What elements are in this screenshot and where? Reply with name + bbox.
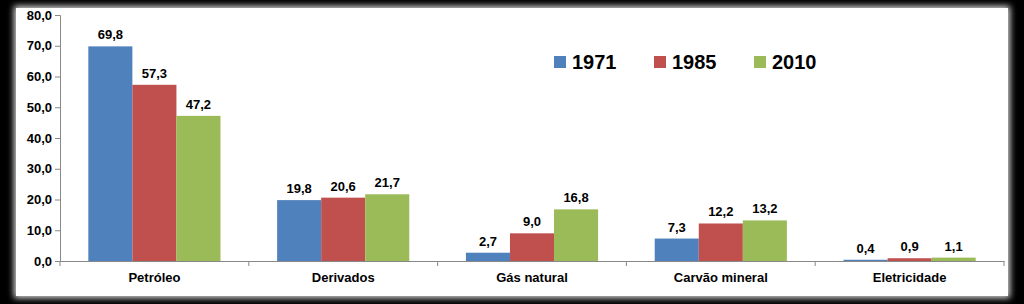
y-tick-mark: [55, 46, 60, 47]
chart: 0,0 10,0 20,0 30,0 40,0 50,0 60,0 70,0 80,0 Petró…: [0, 0, 1024, 304]
y-tick-label: 40,0: [27, 131, 52, 146]
x-tick-label: Petróleo: [128, 270, 180, 285]
legend-label: 1985: [672, 51, 717, 73]
data-label: 12,2: [708, 204, 733, 219]
bar: [510, 233, 554, 261]
bar: [699, 223, 743, 261]
x-tick-label: Gás natural: [496, 270, 568, 285]
bar: [743, 220, 787, 261]
data-label: 69,8: [98, 27, 123, 42]
data-label: 0,4: [857, 241, 876, 256]
bar: [554, 209, 598, 261]
y-tick-label: 60,0: [27, 69, 52, 84]
category-separator: [60, 261, 61, 266]
x-tick: Derivados: [312, 270, 375, 285]
y-tick-label: 10,0: [27, 223, 52, 238]
data-label: 57,3: [142, 66, 167, 81]
bar: [132, 85, 176, 261]
legend-swatch: [654, 56, 666, 68]
y-axis: 0,0 10,0 20,0 30,0 40,0 50,0 60,0 70,0 80,0: [27, 8, 61, 269]
bar: [365, 194, 409, 261]
category-separator: [248, 261, 249, 266]
category-separator: [815, 261, 816, 266]
x-axis: Petróleo Derivados Gás natural Carvão miner…: [61, 262, 1005, 286]
category-separators: [60, 261, 1004, 266]
data-label: 19,8: [286, 181, 311, 196]
bar: [844, 260, 888, 261]
y-tick: 0,0: [34, 254, 60, 269]
bar: [888, 258, 932, 261]
y-tick-label: 70,0: [27, 38, 52, 53]
bars: [88, 46, 975, 261]
x-tick: Carvão mineral: [674, 270, 768, 285]
x-tick-label: Carvão mineral: [674, 270, 768, 285]
x-tick: Gás natural: [496, 270, 568, 285]
y-tick-mark: [55, 15, 60, 16]
data-label: 21,7: [375, 175, 400, 190]
bar: [277, 200, 321, 261]
bar: [88, 46, 132, 261]
y-tick: 40,0: [27, 131, 60, 146]
category-separator: [1004, 261, 1005, 266]
data-label: 47,2: [186, 97, 211, 112]
y-tick-label: 30,0: [27, 161, 52, 176]
frame-glow: [14, 6, 1010, 298]
bar: [932, 258, 976, 261]
y-tick: 80,0: [27, 8, 60, 23]
y-tick-mark: [55, 169, 60, 170]
category-separator: [626, 261, 627, 266]
x-tick-label: Derivados: [312, 270, 375, 285]
y-tick: 30,0: [27, 161, 60, 176]
y-tick-mark: [55, 261, 60, 262]
bar: [176, 116, 220, 261]
y-tick-label: 20,0: [27, 192, 52, 207]
y-tick-label: 0,0: [34, 254, 52, 269]
category-separator: [437, 261, 438, 266]
y-tick-mark: [55, 77, 60, 78]
data-label: 2,7: [479, 234, 497, 249]
data-label: 16,8: [563, 190, 588, 205]
y-tick-mark: [55, 107, 60, 108]
x-tick: Petróleo: [128, 270, 180, 285]
x-axis-line: [61, 261, 1005, 262]
x-tick-label: Eletricidade: [873, 270, 947, 285]
y-axis-line: [55, 16, 61, 262]
data-label: 7,3: [668, 220, 686, 235]
y-tick-mark: [55, 138, 60, 139]
legend-label: 1971: [572, 51, 617, 73]
legend-swatch: [554, 56, 566, 68]
y-tick-label: 50,0: [27, 100, 52, 115]
legend: 1971 1985 2010: [554, 51, 817, 73]
y-tick: 10,0: [27, 223, 60, 238]
bar: [466, 253, 510, 261]
y-tick: 50,0: [27, 100, 60, 115]
data-labels: 69,8 19,8 2,7 7,3 0,4 57,3 20,6 9,0 12,2 0,9 47,2 2…: [98, 27, 963, 255]
x-tick: Eletricidade: [873, 270, 947, 285]
y-tick: 70,0: [27, 38, 60, 53]
bar: [321, 198, 365, 261]
data-label: 1,1: [945, 239, 963, 254]
data-label: 9,0: [523, 214, 541, 229]
y-tick: 20,0: [27, 192, 60, 207]
data-label: 13,2: [752, 201, 777, 216]
chart-background: [16, 8, 1008, 296]
y-tick-mark: [55, 200, 60, 201]
bar: [655, 239, 699, 261]
legend-swatch: [754, 56, 766, 68]
data-label: 0,9: [901, 239, 919, 254]
y-tick-mark: [55, 230, 60, 231]
y-tick: 60,0: [27, 69, 60, 84]
y-tick-label: 80,0: [27, 8, 52, 23]
legend-label: 2010: [772, 51, 817, 73]
data-label: 20,6: [331, 179, 356, 194]
